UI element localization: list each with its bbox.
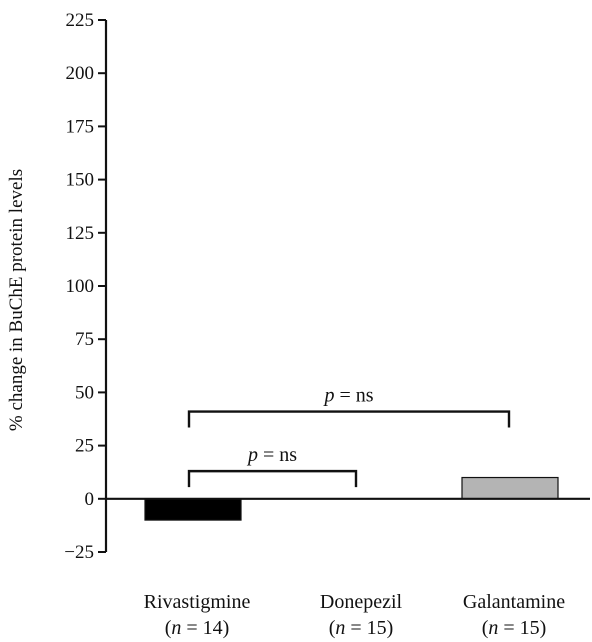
bar-rivastigmine xyxy=(144,498,242,521)
category-label: Donepezil xyxy=(320,591,403,613)
y-tick-label: 175 xyxy=(66,116,95,137)
y-tick-label: 125 xyxy=(66,223,95,244)
category-n-label: (n = 14) xyxy=(165,617,230,639)
significance-label: p = ns xyxy=(322,385,373,407)
y-tick-label: 75 xyxy=(75,329,94,350)
y-tick-label: 50 xyxy=(75,382,94,403)
y-tick-label: 25 xyxy=(75,436,94,457)
y-tick-label: −25 xyxy=(64,542,94,563)
y-tick-label: 100 xyxy=(66,276,95,297)
y-axis: 225 200 175 150 125 100 75 50 25 0 −25 xyxy=(64,10,108,563)
significance-bracket xyxy=(187,469,358,488)
y-axis-label: % change in BuChE protein levels xyxy=(6,169,27,431)
y-tick-label: 150 xyxy=(66,170,95,191)
significance-brackets: p = ns p = ns xyxy=(187,385,511,488)
bars xyxy=(144,476,559,521)
category-label: Rivastigmine xyxy=(144,591,251,613)
bar-galantamine xyxy=(461,476,559,500)
y-tick-label: 225 xyxy=(66,10,95,31)
significance-bracket xyxy=(187,410,511,428)
y-tick-label: 200 xyxy=(66,63,95,84)
category-labels: Rivastigmine (n = 14) Donepezil (n = 15) Gal… xyxy=(144,591,566,639)
category-n-label: (n = 15) xyxy=(482,617,547,639)
category-n-label: (n = 15) xyxy=(329,617,394,639)
significance-label: p = ns xyxy=(246,444,297,466)
y-tick-label: 0 xyxy=(85,489,95,510)
category-label: Galantamine xyxy=(463,591,565,613)
